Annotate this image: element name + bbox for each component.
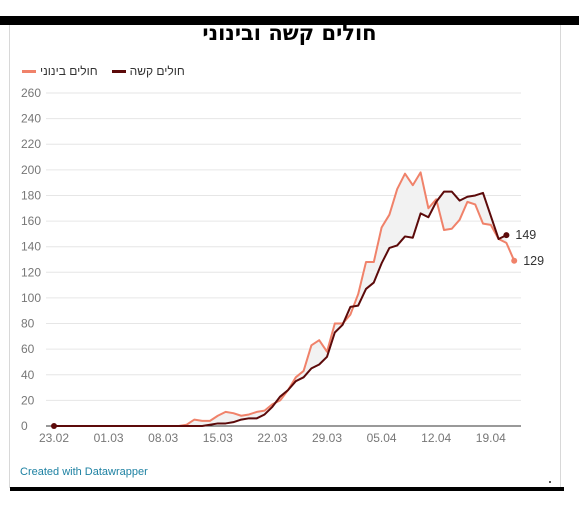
- series-line-severe: [54, 190, 507, 427]
- y-tick-label: 220: [21, 137, 41, 151]
- y-tick-label: 200: [21, 163, 41, 177]
- chart-title: חולים קשה ובינוני: [202, 21, 377, 45]
- y-tick-label: 240: [21, 112, 41, 126]
- x-tick-label: 05.04: [367, 431, 397, 445]
- x-tick-label: 29.03: [312, 431, 342, 445]
- legend: חולים בינוני חולים קשה: [22, 63, 199, 79]
- x-tick-label: 23.02: [39, 431, 69, 445]
- y-tick-label: 180: [21, 188, 41, 202]
- legend-label-severe: חולים קשה: [129, 64, 185, 78]
- x-tick-label: 08.03: [148, 431, 178, 445]
- y-tick-label: 40: [21, 368, 35, 382]
- end-label-severe: 149: [515, 228, 536, 242]
- legend-item-moderate: חולים בינוני: [22, 63, 98, 79]
- y-tick-label: 120: [21, 265, 41, 279]
- end-point-moderate: [511, 257, 518, 264]
- end-point-severe: [503, 232, 510, 239]
- x-tick-label: 22.03: [257, 431, 287, 445]
- y-tick-label: 260: [21, 86, 41, 100]
- start-point: [51, 423, 57, 429]
- legend-label-moderate: חולים בינוני: [40, 64, 98, 78]
- corner-dot: [549, 481, 551, 483]
- y-tick-label: 140: [21, 240, 41, 254]
- y-tick-label: 0: [21, 419, 28, 433]
- y-tick-label: 60: [21, 342, 35, 356]
- y-tick-label: 160: [21, 214, 41, 228]
- x-tick-label: 12.04: [421, 431, 451, 445]
- right-border: [560, 25, 561, 488]
- x-tick-label: 15.03: [203, 431, 233, 445]
- x-tick-label: 19.04: [476, 431, 506, 445]
- legend-swatch-moderate: [22, 69, 36, 73]
- left-border: [9, 25, 10, 488]
- difference-area: [54, 172, 507, 426]
- y-tick-label: 100: [21, 291, 41, 305]
- legend-item-severe: חולים קשה: [111, 63, 185, 79]
- x-tick-label: 01.03: [94, 431, 124, 445]
- datawrapper-credit[interactable]: Created with Datawrapper: [20, 466, 148, 478]
- y-tick-label: 20: [21, 393, 35, 407]
- bottom-border: [10, 487, 564, 491]
- y-tick-label: 80: [21, 317, 35, 331]
- legend-swatch-severe: [111, 69, 126, 73]
- top-border: [0, 16, 579, 25]
- end-label-moderate: 129: [523, 254, 544, 268]
